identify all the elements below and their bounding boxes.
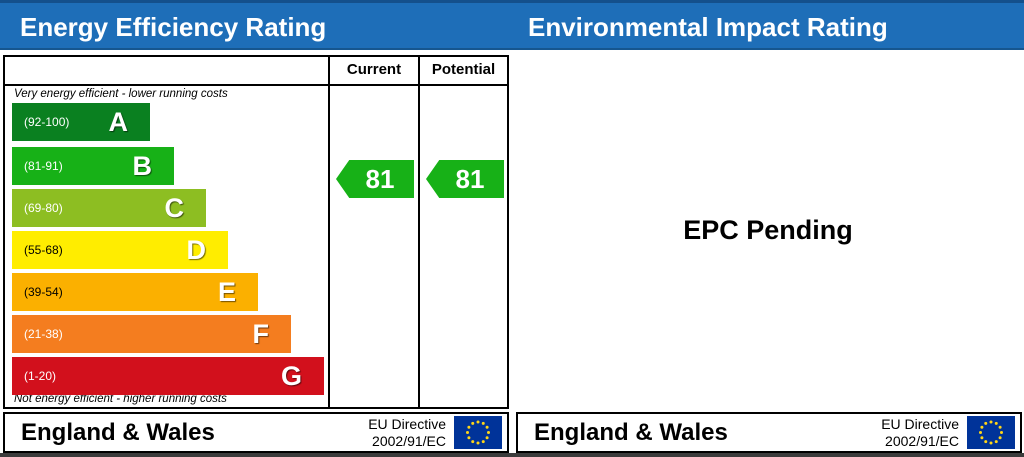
- band-range-label: (1-20): [24, 369, 57, 383]
- region-label: England & Wales: [534, 418, 728, 446]
- band-d: (55-68) D: [12, 231, 228, 269]
- column-divider: [328, 57, 330, 407]
- band-c: (69-80) C: [12, 189, 206, 227]
- potential-rating-arrow: 81: [426, 160, 504, 198]
- eu-directive-label: EU Directive 2002/91/EC: [368, 416, 446, 449]
- header-divider: [5, 84, 507, 86]
- band-letter: F: [252, 318, 270, 349]
- caption-not-efficient: Not energy efficient - higher running co…: [14, 393, 227, 405]
- eu-directive-label: EU Directive 2002/91/EC: [881, 416, 959, 449]
- band-range-label: (81-91): [24, 159, 63, 173]
- epc-pending-status: EPC Pending: [683, 214, 853, 245]
- band-e: (39-54) E: [12, 273, 258, 311]
- current-rating-value: 81: [365, 163, 395, 194]
- eu-flag-icon: [967, 416, 1015, 449]
- band-letter: G: [280, 360, 302, 391]
- current-column-header: Current: [346, 61, 402, 78]
- eu-flag-icon: [454, 416, 502, 449]
- band-a: (92-100) A: [12, 103, 150, 141]
- footer-environmental: England & Wales EU Directive 2002/91/EC: [516, 412, 1022, 453]
- band-f: (21-38) F: [12, 315, 291, 353]
- caption-efficient: Very energy efficient - lower running co…: [14, 88, 228, 100]
- title-bar: Energy Efficiency Rating Environmental I…: [0, 0, 1024, 50]
- potential-column-header: Potential: [431, 61, 496, 78]
- band-letter: E: [217, 276, 236, 307]
- band-letter: D: [186, 234, 207, 265]
- region-label: England & Wales: [21, 418, 215, 446]
- current-rating-arrow: 81: [336, 160, 414, 198]
- band-letter: C: [164, 192, 185, 223]
- band-letter: A: [108, 106, 129, 137]
- band-range-label: (39-54): [24, 285, 63, 299]
- band-range-label: (55-68): [24, 243, 63, 257]
- energy-efficiency-title: Energy Efficiency Rating: [20, 12, 327, 42]
- band-range-label: (92-100): [24, 115, 70, 129]
- band-b: (81-91) B: [12, 147, 174, 185]
- band-range-label: (21-38): [24, 327, 63, 341]
- bottom-edge: [0, 453, 1024, 457]
- band-g: (1-20) G: [12, 357, 324, 395]
- environmental-impact-panel: EPC Pending: [512, 50, 1024, 410]
- energy-efficiency-chart: Current Potential Very energy efficient …: [3, 55, 509, 409]
- footer-energy: England & Wales EU Directive 2002/91/EC: [3, 412, 509, 453]
- band-letter: B: [132, 150, 153, 181]
- band-range-label: (69-80): [24, 201, 63, 215]
- column-divider: [418, 57, 420, 407]
- potential-rating-value: 81: [455, 163, 485, 194]
- environmental-impact-title: Environmental Impact Rating: [528, 12, 888, 42]
